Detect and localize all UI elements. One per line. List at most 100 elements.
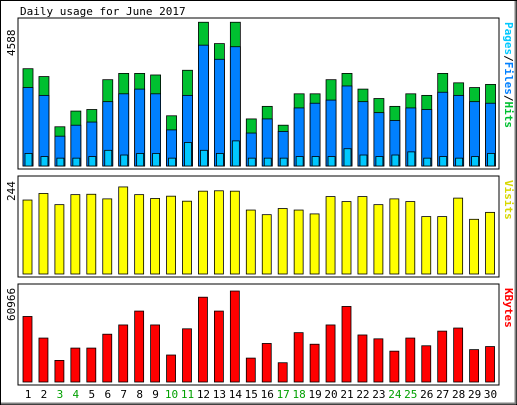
side-label-sep-2: / [502,95,515,102]
visits-bar-day-19 [309,213,320,275]
side-label-pages: Pages [502,22,515,55]
files-bar-day-28 [453,94,465,167]
kbytes-bar-day-23 [373,338,384,383]
day-label-27: 27 [436,388,449,401]
visits-bar-day-18 [293,209,304,275]
visits-bar-day-6 [102,198,113,275]
kbytes-side-label: KBytes [502,288,515,328]
visits-bar-day-2 [38,193,49,275]
visits-bar-day-1 [22,199,33,275]
visits-bar-day-11 [182,200,192,275]
visits-bar-day-15 [245,209,256,275]
day-label-18: 18 [293,388,306,401]
day-label-21: 21 [340,388,353,401]
side-label-files: Files [502,62,515,95]
kbytes-bar-day-11 [182,328,192,383]
day-label-20: 20 [324,388,337,401]
kbytes-bar-day-14 [229,290,240,383]
day-label-1: 1 [25,388,32,401]
kbytes-bar-day-10 [166,354,176,383]
pages-bar-day-9 [152,153,161,167]
visits-bar-day-10 [166,195,176,275]
pages-bar-day-12 [200,149,208,167]
kbytes-bar-day-4 [70,347,81,383]
files-bar-day-2 [38,94,50,167]
pages-bar-day-13 [215,153,224,167]
day-label-24: 24 [388,388,402,401]
kbytes-bar-day-19 [309,343,320,383]
pages-bar-day-28 [455,157,464,167]
visits-bar-day-9 [150,198,161,275]
day-label-10: 10 [165,388,178,401]
pages-bar-day-16 [263,157,272,167]
visits-panel-frame [17,175,500,278]
pages-bar-day-21 [343,148,352,167]
visits-bar-day-17 [277,208,288,275]
day-label-26: 26 [420,388,433,401]
day-label-4: 4 [73,388,80,401]
visits-bar-day-29 [469,218,480,275]
kbytes-bar-day-15 [245,357,256,383]
visits-bar-day-8 [134,194,145,275]
files-bar-day-27 [437,91,449,167]
pages-bar-day-23 [375,156,384,167]
kbytes-ymax-label: 60966 [5,288,18,321]
kbytes-bar-day-16 [261,343,272,383]
hits-ymax-label: 4588 [5,30,18,57]
visits-bar-day-27 [437,216,448,275]
visits-bar-day-14 [229,190,240,275]
pages-bar-day-26 [423,157,432,167]
pages-bar-day-19 [311,156,320,167]
day-label-5: 5 [88,388,95,401]
visits-bar-day-20 [325,196,336,275]
visits-bar-day-12 [198,190,208,275]
kbytes-bar-day-24 [389,350,400,383]
pages-bar-day-8 [136,153,145,167]
kbytes-bar-day-9 [150,324,161,383]
visits-bar-day-28 [453,197,464,275]
visits-bar-day-24 [389,198,400,275]
side-label-hits: Hits [502,102,515,129]
pages-bar-day-22 [359,154,368,167]
visits-side-label: Visits [502,180,515,220]
kbytes-bars [22,290,495,383]
pages-bar-day-14 [231,140,240,167]
pages-bar-day-1 [24,153,33,167]
day-label-22: 22 [356,388,369,401]
pages-bar-day-17 [279,157,288,167]
kbytes-bar-day-26 [421,345,432,383]
files-bar-day-12 [198,44,209,167]
pages-bar-day-27 [439,156,448,167]
day-label-13: 13 [213,388,226,401]
pages-bar-day-2 [40,156,49,167]
pages-bar-day-20 [327,156,336,167]
visits-bar-day-3 [54,204,65,275]
files-bar-day-26 [421,109,433,167]
day-label-3: 3 [57,388,64,401]
visits-bar-day-16 [261,214,272,275]
day-label-11: 11 [181,388,194,401]
hits-side-label: Pages/Files/Hits [502,22,515,128]
day-label-17: 17 [277,388,290,401]
day-label-2: 2 [41,388,48,401]
day-label-7: 7 [120,388,127,401]
kbytes-bar-day-30 [485,346,495,383]
visits-bar-day-5 [86,193,97,275]
visits-bar-day-7 [118,186,129,275]
pages-bar-day-10 [168,157,176,167]
pages-bar-day-18 [295,156,304,167]
kbytes-bar-day-18 [293,332,304,383]
kbytes-bar-day-17 [277,362,288,383]
kbytes-bar-day-20 [325,324,336,383]
kbytes-bar-day-7 [118,324,129,383]
day-label-23: 23 [372,388,385,401]
visits-bar-day-22 [357,196,368,275]
pages-bar-day-29 [471,156,480,167]
visits-bars [22,186,495,275]
side-label-sep-1: / [502,55,515,62]
files-bar-day-20 [325,99,337,167]
kbytes-bar-day-21 [341,306,352,383]
kbytes-bar-day-2 [38,337,49,383]
day-label-25: 25 [404,388,417,401]
